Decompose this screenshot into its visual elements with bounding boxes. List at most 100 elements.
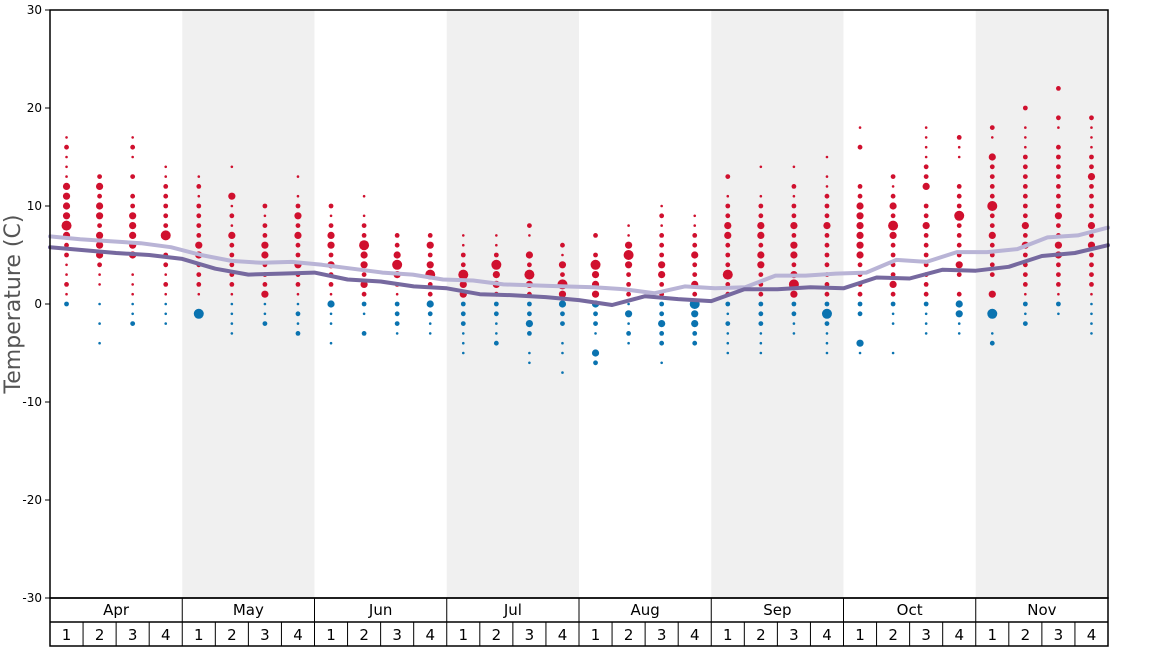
- data-point: [195, 241, 203, 249]
- data-point: [525, 320, 534, 328]
- data-point: [164, 175, 168, 178]
- data-point: [230, 224, 234, 227]
- data-point: [624, 310, 633, 318]
- data-point: [692, 233, 698, 238]
- data-point: [1056, 272, 1061, 277]
- data-point: [987, 201, 998, 211]
- data-point: [97, 262, 102, 268]
- data-point: [627, 234, 630, 237]
- data-point: [65, 292, 68, 296]
- data-point: [659, 252, 665, 258]
- month-band: [711, 10, 844, 598]
- data-point: [890, 174, 896, 180]
- data-point: [1089, 203, 1094, 209]
- data-point: [296, 322, 300, 325]
- week-label: 2: [756, 626, 766, 644]
- data-point: [261, 241, 269, 249]
- week-label: 3: [392, 626, 402, 644]
- data-point: [362, 312, 366, 316]
- data-point: [825, 332, 829, 335]
- data-point: [627, 341, 630, 345]
- data-point: [693, 214, 697, 218]
- data-point: [856, 251, 864, 259]
- data-point: [263, 302, 267, 306]
- data-point: [1089, 282, 1094, 287]
- y-tick-label: 30: [27, 3, 42, 17]
- data-point: [923, 164, 929, 170]
- data-point: [956, 272, 962, 277]
- data-point: [856, 339, 864, 347]
- data-point: [923, 213, 929, 219]
- data-point: [230, 165, 234, 169]
- data-point: [593, 252, 598, 258]
- data-point: [560, 242, 565, 248]
- data-point: [824, 301, 830, 307]
- data-point: [262, 223, 268, 229]
- data-point: [460, 311, 466, 317]
- month-bands: [182, 10, 1108, 598]
- data-point: [725, 282, 731, 287]
- data-point: [692, 262, 698, 268]
- week-label: 4: [558, 626, 568, 644]
- data-point: [1056, 154, 1061, 160]
- data-point: [824, 203, 830, 209]
- month-label: May: [233, 601, 264, 619]
- data-point: [163, 193, 169, 199]
- data-point: [61, 220, 72, 231]
- data-point: [990, 332, 994, 335]
- data-point: [262, 282, 268, 287]
- data-point: [757, 231, 765, 239]
- month-label: Nov: [1027, 601, 1056, 619]
- data-point: [725, 203, 731, 209]
- data-point: [987, 308, 998, 319]
- data-point: [757, 222, 765, 230]
- data-point: [495, 234, 498, 237]
- data-point: [1054, 241, 1063, 249]
- data-point: [197, 194, 201, 198]
- data-point: [725, 213, 731, 219]
- data-point: [726, 332, 730, 335]
- data-point: [1090, 312, 1093, 316]
- data-point: [558, 261, 567, 269]
- data-point: [724, 231, 732, 239]
- data-point: [65, 165, 68, 169]
- data-point: [989, 213, 995, 219]
- data-point: [790, 290, 798, 298]
- data-point: [692, 331, 698, 336]
- data-point: [97, 193, 102, 199]
- data-point: [791, 184, 797, 189]
- data-point: [923, 242, 929, 248]
- data-point: [1022, 184, 1028, 189]
- y-tick-label: -20: [22, 493, 42, 507]
- data-point: [889, 231, 897, 239]
- data-point: [296, 302, 300, 306]
- data-point: [593, 311, 598, 317]
- data-point: [163, 213, 169, 219]
- data-point: [726, 341, 730, 345]
- x-axis: Apr 1 2 3 4 May 1 2 3 4 Jun 1 2 3 4 Jul 1 2 3 4 Aug 1 2 3 4 Sep 1 2…: [62, 598, 1096, 646]
- week-label: 1: [855, 626, 865, 644]
- data-point: [1089, 213, 1094, 219]
- data-point: [262, 233, 268, 238]
- data-point: [98, 302, 101, 306]
- data-point: [825, 175, 829, 178]
- data-point: [757, 251, 765, 259]
- data-point: [924, 322, 928, 325]
- data-point: [460, 262, 466, 268]
- data-point: [825, 341, 829, 345]
- week-label: 2: [95, 626, 105, 644]
- data-point: [924, 145, 928, 149]
- data-point: [692, 242, 698, 248]
- data-point: [856, 212, 864, 220]
- data-point: [95, 241, 104, 249]
- week-label: 4: [822, 626, 832, 644]
- data-point: [164, 312, 168, 316]
- data-point: [95, 231, 104, 239]
- data-point: [956, 184, 962, 189]
- data-point: [989, 272, 995, 277]
- data-point: [591, 290, 600, 298]
- data-point: [691, 310, 699, 318]
- data-point: [164, 302, 168, 306]
- data-point: [824, 262, 830, 268]
- data-point: [395, 332, 399, 335]
